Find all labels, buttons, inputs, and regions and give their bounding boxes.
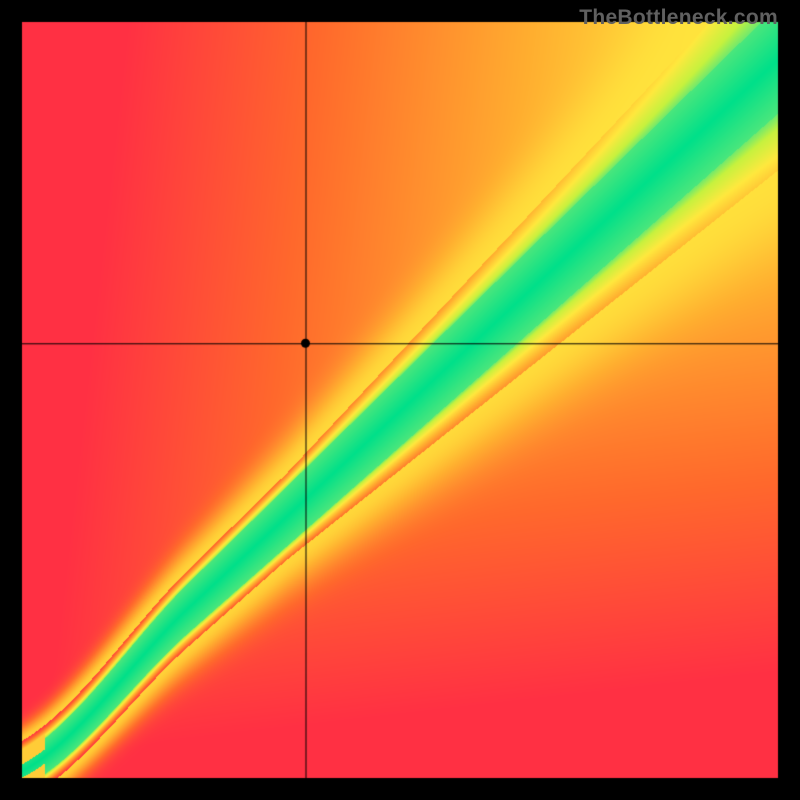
chart-container: TheBottleneck.com	[0, 0, 800, 800]
source-watermark: TheBottleneck.com	[579, 6, 778, 30]
bottleneck-heatmap	[0, 0, 800, 800]
